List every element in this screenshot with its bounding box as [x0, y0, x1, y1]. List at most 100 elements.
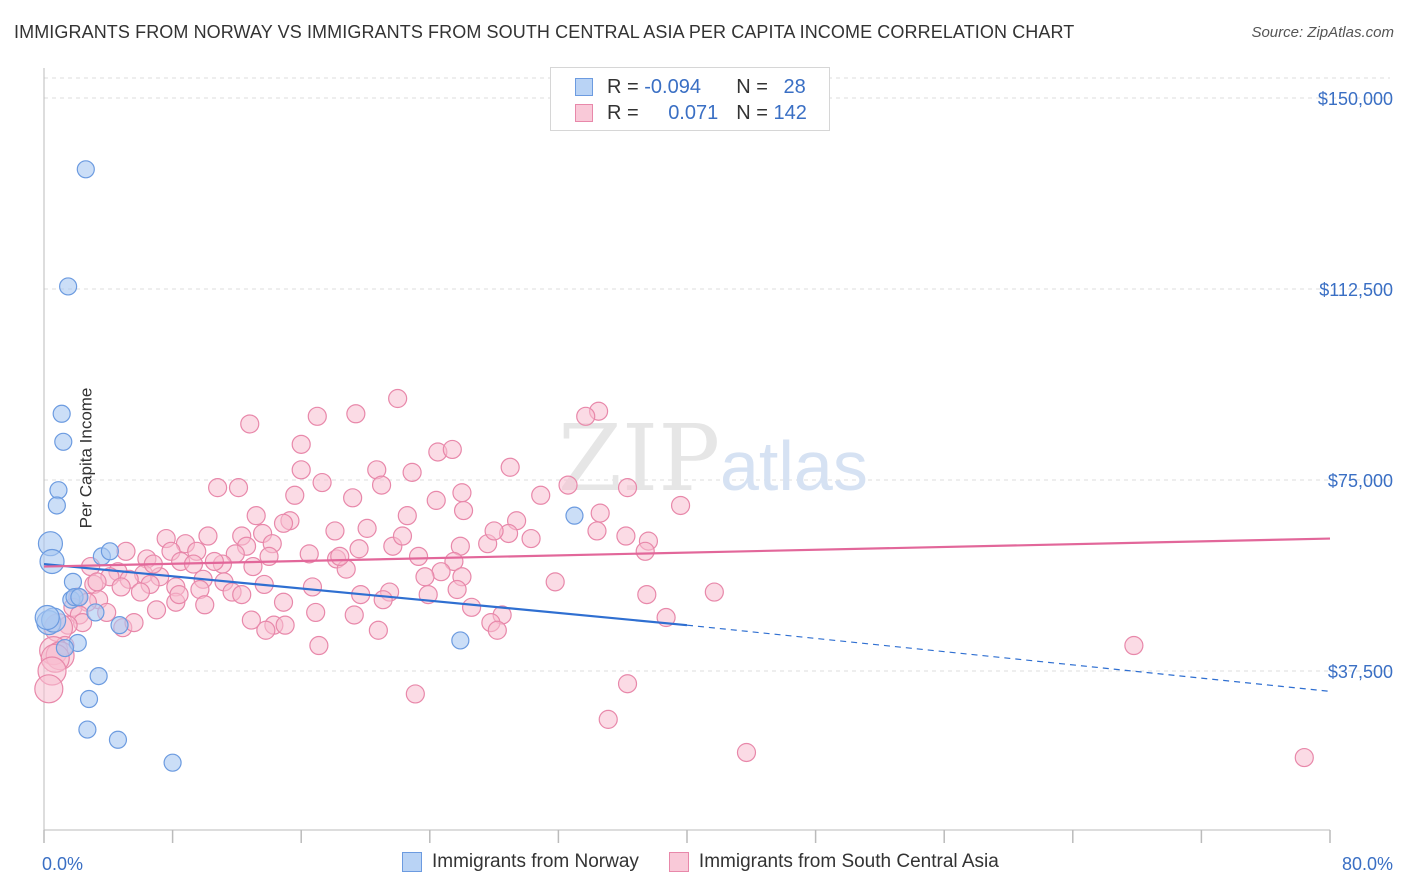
norway-point [63, 572, 83, 591]
grid-lines [44, 77, 1390, 672]
series-label-asia: Immigrants from South Central Asia [698, 851, 999, 872]
norway-point [108, 730, 128, 749]
asia-point [590, 503, 610, 523]
chart-title: IMMIGRANTS FROM NORWAY VS IMMIGRANTS FRO… [14, 22, 1075, 42]
asia-point [587, 521, 607, 541]
tick-labels: $37,500 $75,000 $112,500 $150,000 0.0% 80.0% [42, 89, 1393, 874]
series-legend-norway: Immigrants from Norway [402, 851, 639, 873]
asia-point [273, 513, 294, 533]
asia-point [397, 506, 417, 526]
asia-point [34, 674, 64, 704]
asia-point [402, 462, 422, 482]
legend-r-value-norway: -0.094 [644, 75, 701, 98]
asia-point [146, 600, 167, 620]
asia-point [241, 610, 261, 630]
norway-point [86, 603, 105, 622]
x-tick-label-right: 80.0% [1342, 854, 1393, 874]
asia-point [617, 674, 638, 694]
legend-r-label-norway: R = [607, 75, 645, 98]
y-tick-label: $37,500 [1328, 662, 1393, 682]
asia-point [392, 526, 413, 546]
asia-point [357, 518, 377, 538]
legend-r-value-asia: 0.071 [668, 101, 719, 124]
asia-point [635, 541, 655, 561]
norway-point [79, 689, 99, 709]
asia-point [637, 584, 657, 605]
correlation-legend: R = -0.094 N = 28 R = 0.071 N = 142 [550, 67, 830, 131]
asia-point [291, 460, 311, 480]
asia-point [343, 488, 363, 508]
asia-point [453, 500, 474, 521]
norway-point [100, 542, 120, 561]
asia-point [408, 546, 429, 567]
asia-point [617, 478, 638, 498]
asia-point [111, 577, 131, 597]
asia-point [405, 684, 425, 704]
y-axis-title-wrap: Per Capita Income [0, 0, 95, 892]
asia-point [388, 388, 408, 409]
asia-point [169, 584, 189, 605]
asia-point [447, 579, 467, 600]
asia-point [240, 414, 260, 434]
norway-point [451, 631, 470, 650]
norway-point [55, 638, 74, 658]
y-tick-label: $75,000 [1328, 471, 1393, 491]
asia-point [312, 472, 332, 493]
asia-point [275, 615, 295, 635]
norway-point [52, 404, 71, 423]
asia-point [346, 404, 366, 424]
asia-point [195, 595, 215, 615]
asia-trend-line [43, 537, 1331, 568]
asia-point [500, 457, 520, 477]
asia-point [344, 605, 364, 625]
axes [43, 68, 1331, 843]
norway-point [34, 604, 60, 631]
legend-n-label-asia: N = [736, 101, 774, 124]
legend-n-label-norway: N = [736, 75, 774, 98]
asia-point [704, 582, 724, 602]
y-tick-label: $112,500 [1319, 280, 1393, 300]
legend-n-value-norway: 28 [783, 75, 806, 98]
norway-point [47, 496, 66, 515]
asia-point [291, 434, 311, 454]
asia-point [368, 620, 388, 640]
series-swatch-norway [402, 852, 422, 872]
legend-swatch-norway [575, 78, 593, 96]
asia-point [531, 485, 551, 505]
asia-point [736, 742, 757, 763]
asia-point [130, 582, 151, 602]
norway-point [163, 753, 182, 772]
asia-point [302, 577, 323, 597]
watermark-atlas: atlas [720, 427, 868, 505]
y-axis-title: Per Capita Income [76, 387, 96, 529]
asia-point [484, 521, 504, 541]
asia-point [87, 572, 107, 592]
norway-point [76, 160, 95, 179]
asia-point [576, 406, 596, 426]
asia-point [228, 478, 249, 498]
norway-point [54, 432, 73, 451]
trend-lines [43, 537, 1331, 692]
asia-point [545, 572, 565, 592]
asia-point [285, 485, 305, 505]
norway-point [110, 616, 129, 635]
legend-n-value-asia: 142 [773, 101, 807, 124]
asia-point [373, 590, 393, 610]
chart-source: Source: ZipAtlas.com [1251, 24, 1394, 41]
x-tick-label-left: 0.0% [42, 854, 83, 874]
asia-point [273, 592, 294, 612]
asia-point [307, 406, 327, 426]
asia-point [452, 483, 472, 503]
asia-point [232, 584, 252, 605]
series-label-norway: Immigrants from Norway [432, 851, 639, 872]
legend-r-label-asia: R = [607, 101, 645, 124]
asia-point [1294, 747, 1314, 768]
series-legend: Immigrants from Norway Immigrants from S… [402, 851, 1029, 873]
norway-point [70, 588, 89, 607]
norway-point [59, 277, 78, 296]
norway-point [89, 666, 108, 686]
asia-point [243, 556, 263, 577]
asia-point [371, 475, 392, 495]
asia-point [1124, 635, 1144, 656]
